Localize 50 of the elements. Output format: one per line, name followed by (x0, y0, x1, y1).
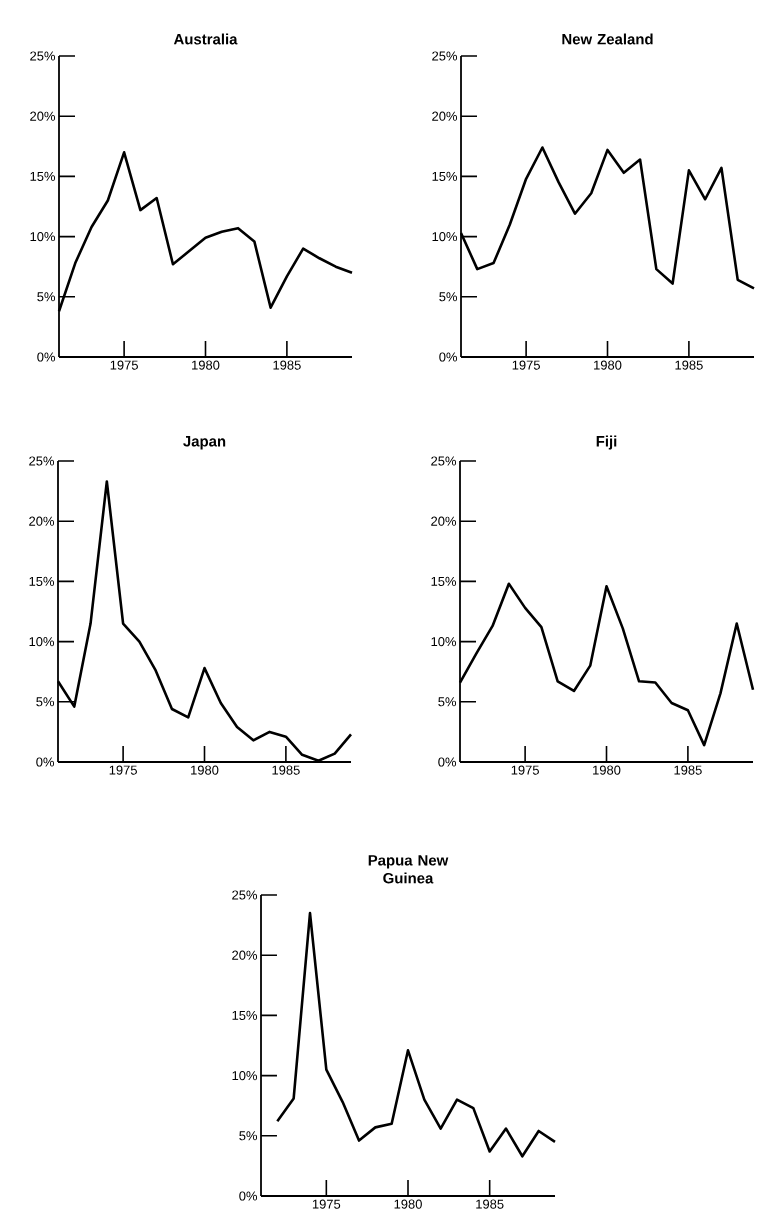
x-tick-label: 1985 (675, 360, 703, 370)
y-tick-label: 15% (432, 171, 458, 181)
y-tick-label: 25% (30, 51, 56, 61)
y-tick-label: 15% (29, 576, 55, 586)
y-tick-label: 0% (438, 757, 457, 767)
y-tick-label: 25% (432, 51, 458, 61)
y-tick-label: 10% (29, 637, 55, 647)
x-tick-label: 1975 (110, 360, 138, 370)
x-tick-label: 1985 (476, 1199, 504, 1209)
x-tick-label: 1980 (394, 1199, 422, 1209)
y-tick-label: 10% (30, 232, 56, 242)
y-tick-label: 0% (439, 352, 458, 362)
x-tick-label: 1980 (191, 765, 219, 775)
y-tick-label: 5% (439, 292, 458, 302)
y-tick-label: 15% (232, 1010, 258, 1020)
x-tick-label: 1975 (109, 765, 137, 775)
x-tick-label: 1980 (192, 360, 220, 370)
y-tick-label: 0% (37, 352, 56, 362)
y-tick-label: 5% (37, 292, 56, 302)
y-tick-label: 5% (438, 697, 457, 707)
y-tick-label: 20% (29, 516, 55, 526)
y-tick-label: 0% (239, 1191, 258, 1201)
y-tick-label: 10% (431, 637, 457, 647)
y-tick-label: 25% (431, 456, 457, 466)
chart-title: Australia (173, 33, 238, 45)
x-tick-label: 1975 (511, 765, 539, 775)
x-tick-label: 1985 (273, 360, 301, 370)
x-tick-label: 1980 (594, 360, 622, 370)
y-tick-label: 5% (36, 697, 55, 707)
y-tick-label: 10% (232, 1071, 258, 1081)
y-tick-label: 25% (29, 456, 55, 466)
y-tick-label: 15% (431, 576, 457, 586)
y-tick-label: 15% (30, 171, 56, 181)
y-tick-label: 20% (30, 111, 56, 121)
x-tick-label: 1980 (593, 765, 621, 775)
y-tick-label: 10% (432, 232, 458, 242)
x-tick-label: 1975 (512, 360, 540, 370)
x-tick-label: 1985 (272, 765, 300, 775)
y-tick-label: 0% (36, 757, 55, 767)
y-tick-label: 25% (232, 890, 258, 900)
x-tick-label: 1985 (674, 765, 702, 775)
y-tick-label: 20% (432, 111, 458, 121)
chart-title: Fiji (596, 435, 617, 450)
chart-title: Japan (183, 436, 226, 450)
y-tick-label: 20% (431, 516, 457, 526)
chart-title: New Zealand (562, 33, 653, 45)
x-tick-label: 1975 (312, 1199, 341, 1209)
y-tick-label: 20% (232, 950, 258, 960)
chart-title: Papua New Guinea (368, 855, 449, 884)
y-tick-label: 5% (239, 1131, 258, 1141)
